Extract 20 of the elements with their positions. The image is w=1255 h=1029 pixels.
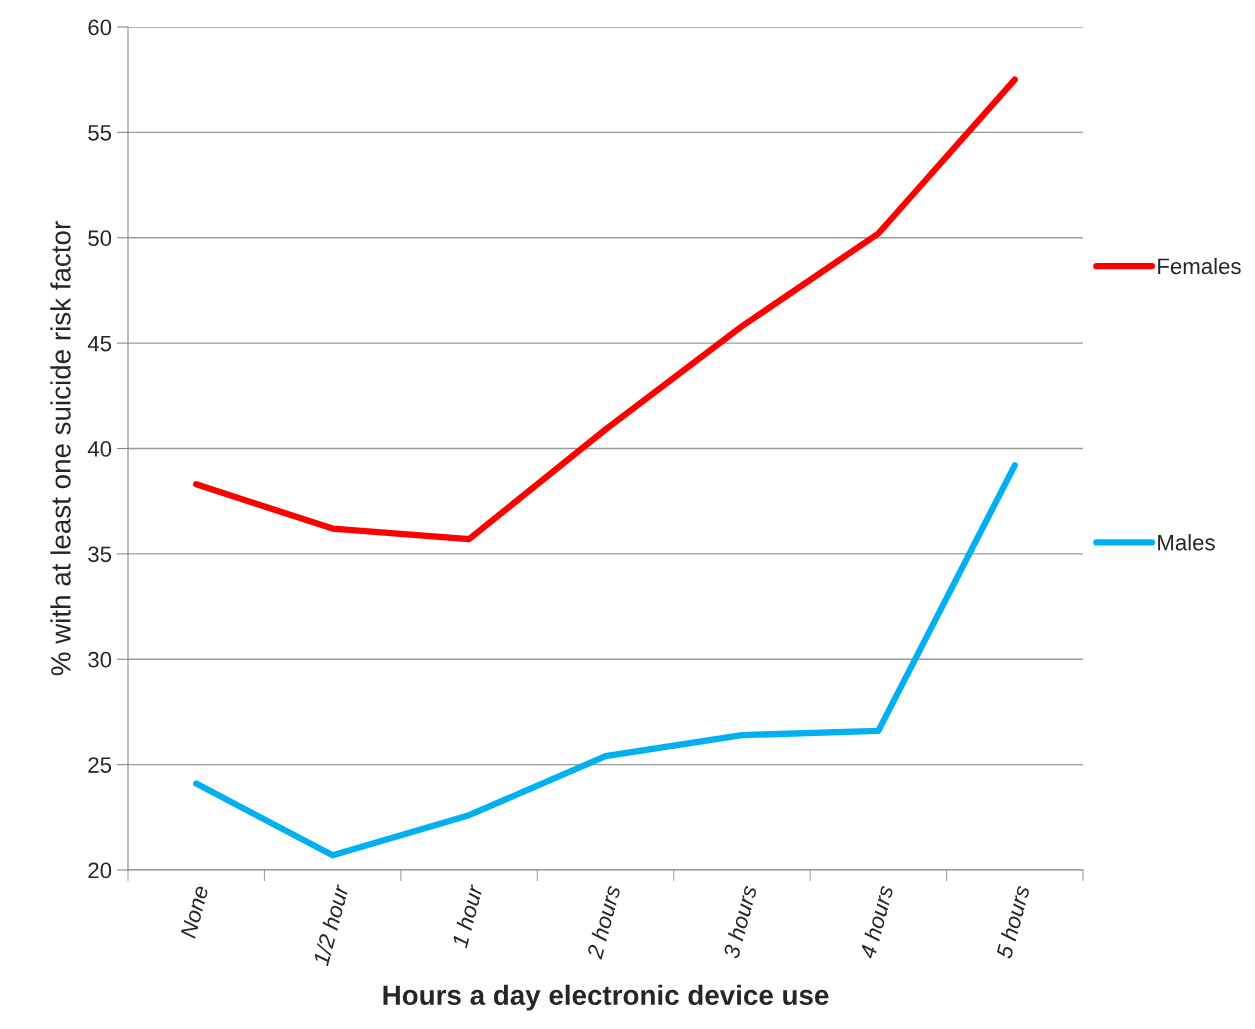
x-tick-label: 1 hour [451,883,484,949]
y-axis-title: % with at least one suicide risk factor [50,221,71,676]
x-tick-label: 2 hours [585,884,621,960]
x-tick-label: 1/2 hour [312,883,350,967]
y-tick-label: 60 [88,19,112,36]
legend-label: Females [1158,257,1241,275]
legend-label: Males [1158,534,1215,551]
x-tick-label: None [180,884,209,939]
x-axis-title: Hours a day electronic device use [383,984,829,1011]
y-tick-label: 50 [88,230,112,247]
y-tick-label: 30 [88,651,112,668]
x-tick-label: 4 hours [858,884,894,960]
y-tick-label: 25 [88,757,112,773]
y-tick-label: 35 [88,546,112,563]
x-tick-label: 3 hours [722,884,758,960]
y-tick-label: 55 [88,125,112,141]
y-tick-label: 45 [87,335,112,352]
y-tick-label: 20 [88,862,112,879]
y-tick-label: 40 [87,441,112,457]
x-tick-label: 5 hours [995,884,1031,960]
